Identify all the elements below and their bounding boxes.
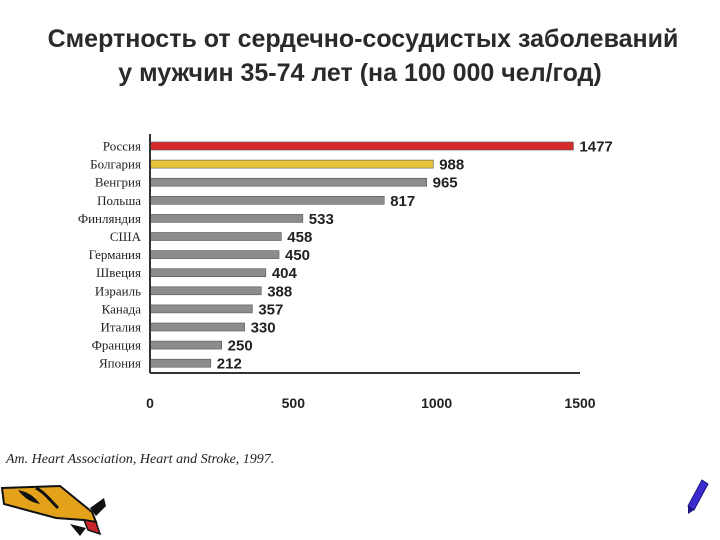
- bar-chart: Россия 1477 Болгария 988 Венгрия 965 Польша 817…: [78, 134, 613, 411]
- category-label: Канада: [102, 301, 142, 316]
- x-tick-label: 500: [282, 395, 306, 411]
- chart-title-line2: у мужчин 35-74 лет (на 100 000 чел/год): [118, 59, 602, 87]
- value-label: 817: [390, 193, 415, 210]
- category-label: Швеция: [96, 265, 141, 280]
- value-label: 330: [251, 320, 276, 337]
- x-tick-label: 0: [146, 395, 154, 411]
- source-citation: Am. Heart Association, Heart and Stroke,…: [6, 452, 275, 467]
- bar: [149, 358, 212, 368]
- bar: [149, 177, 427, 187]
- bar: [149, 159, 434, 169]
- value-label: 357: [258, 301, 283, 318]
- bar: [149, 286, 262, 296]
- value-label: 965: [433, 175, 458, 192]
- value-label: 1477: [579, 139, 612, 156]
- value-label: 533: [309, 211, 334, 228]
- category-label: Япония: [99, 356, 141, 371]
- pencil-decoration-icon: [0, 484, 106, 536]
- value-label: 988: [439, 157, 464, 174]
- category-label: Франция: [92, 338, 141, 353]
- category-label: США: [110, 229, 142, 244]
- value-label: 212: [217, 356, 242, 373]
- bar: [149, 268, 267, 278]
- category-label: Польша: [97, 193, 141, 208]
- bar: [149, 196, 385, 205]
- x-tick-label: 1000: [421, 395, 452, 411]
- category-label: Италия: [100, 320, 141, 335]
- category-label: Германия: [89, 247, 141, 262]
- chart-title: Смертность от сердечно-сосудистых заболе…: [0, 22, 720, 90]
- x-tick-label: 1500: [564, 395, 595, 411]
- category-label: Болгария: [90, 157, 141, 172]
- value-label: 250: [228, 338, 253, 355]
- bar: [149, 141, 574, 151]
- value-label: 388: [267, 283, 292, 300]
- category-label: Венгрия: [95, 175, 141, 190]
- value-label: 404: [272, 265, 298, 282]
- bar: [149, 322, 245, 332]
- chart-title-line1: Смертность от сердечно-сосудистых заболе…: [47, 25, 679, 53]
- value-label: 450: [285, 247, 310, 264]
- category-label: Россия: [103, 139, 141, 154]
- bar: [149, 340, 222, 350]
- bar: [149, 304, 253, 314]
- pen-decoration-icon: [687, 479, 709, 514]
- category-label: Израиль: [95, 283, 141, 298]
- bar: [149, 214, 304, 223]
- bar: [149, 250, 280, 259]
- bar: [149, 232, 282, 241]
- value-label: 458: [287, 229, 312, 246]
- category-label: Финляндия: [78, 211, 141, 226]
